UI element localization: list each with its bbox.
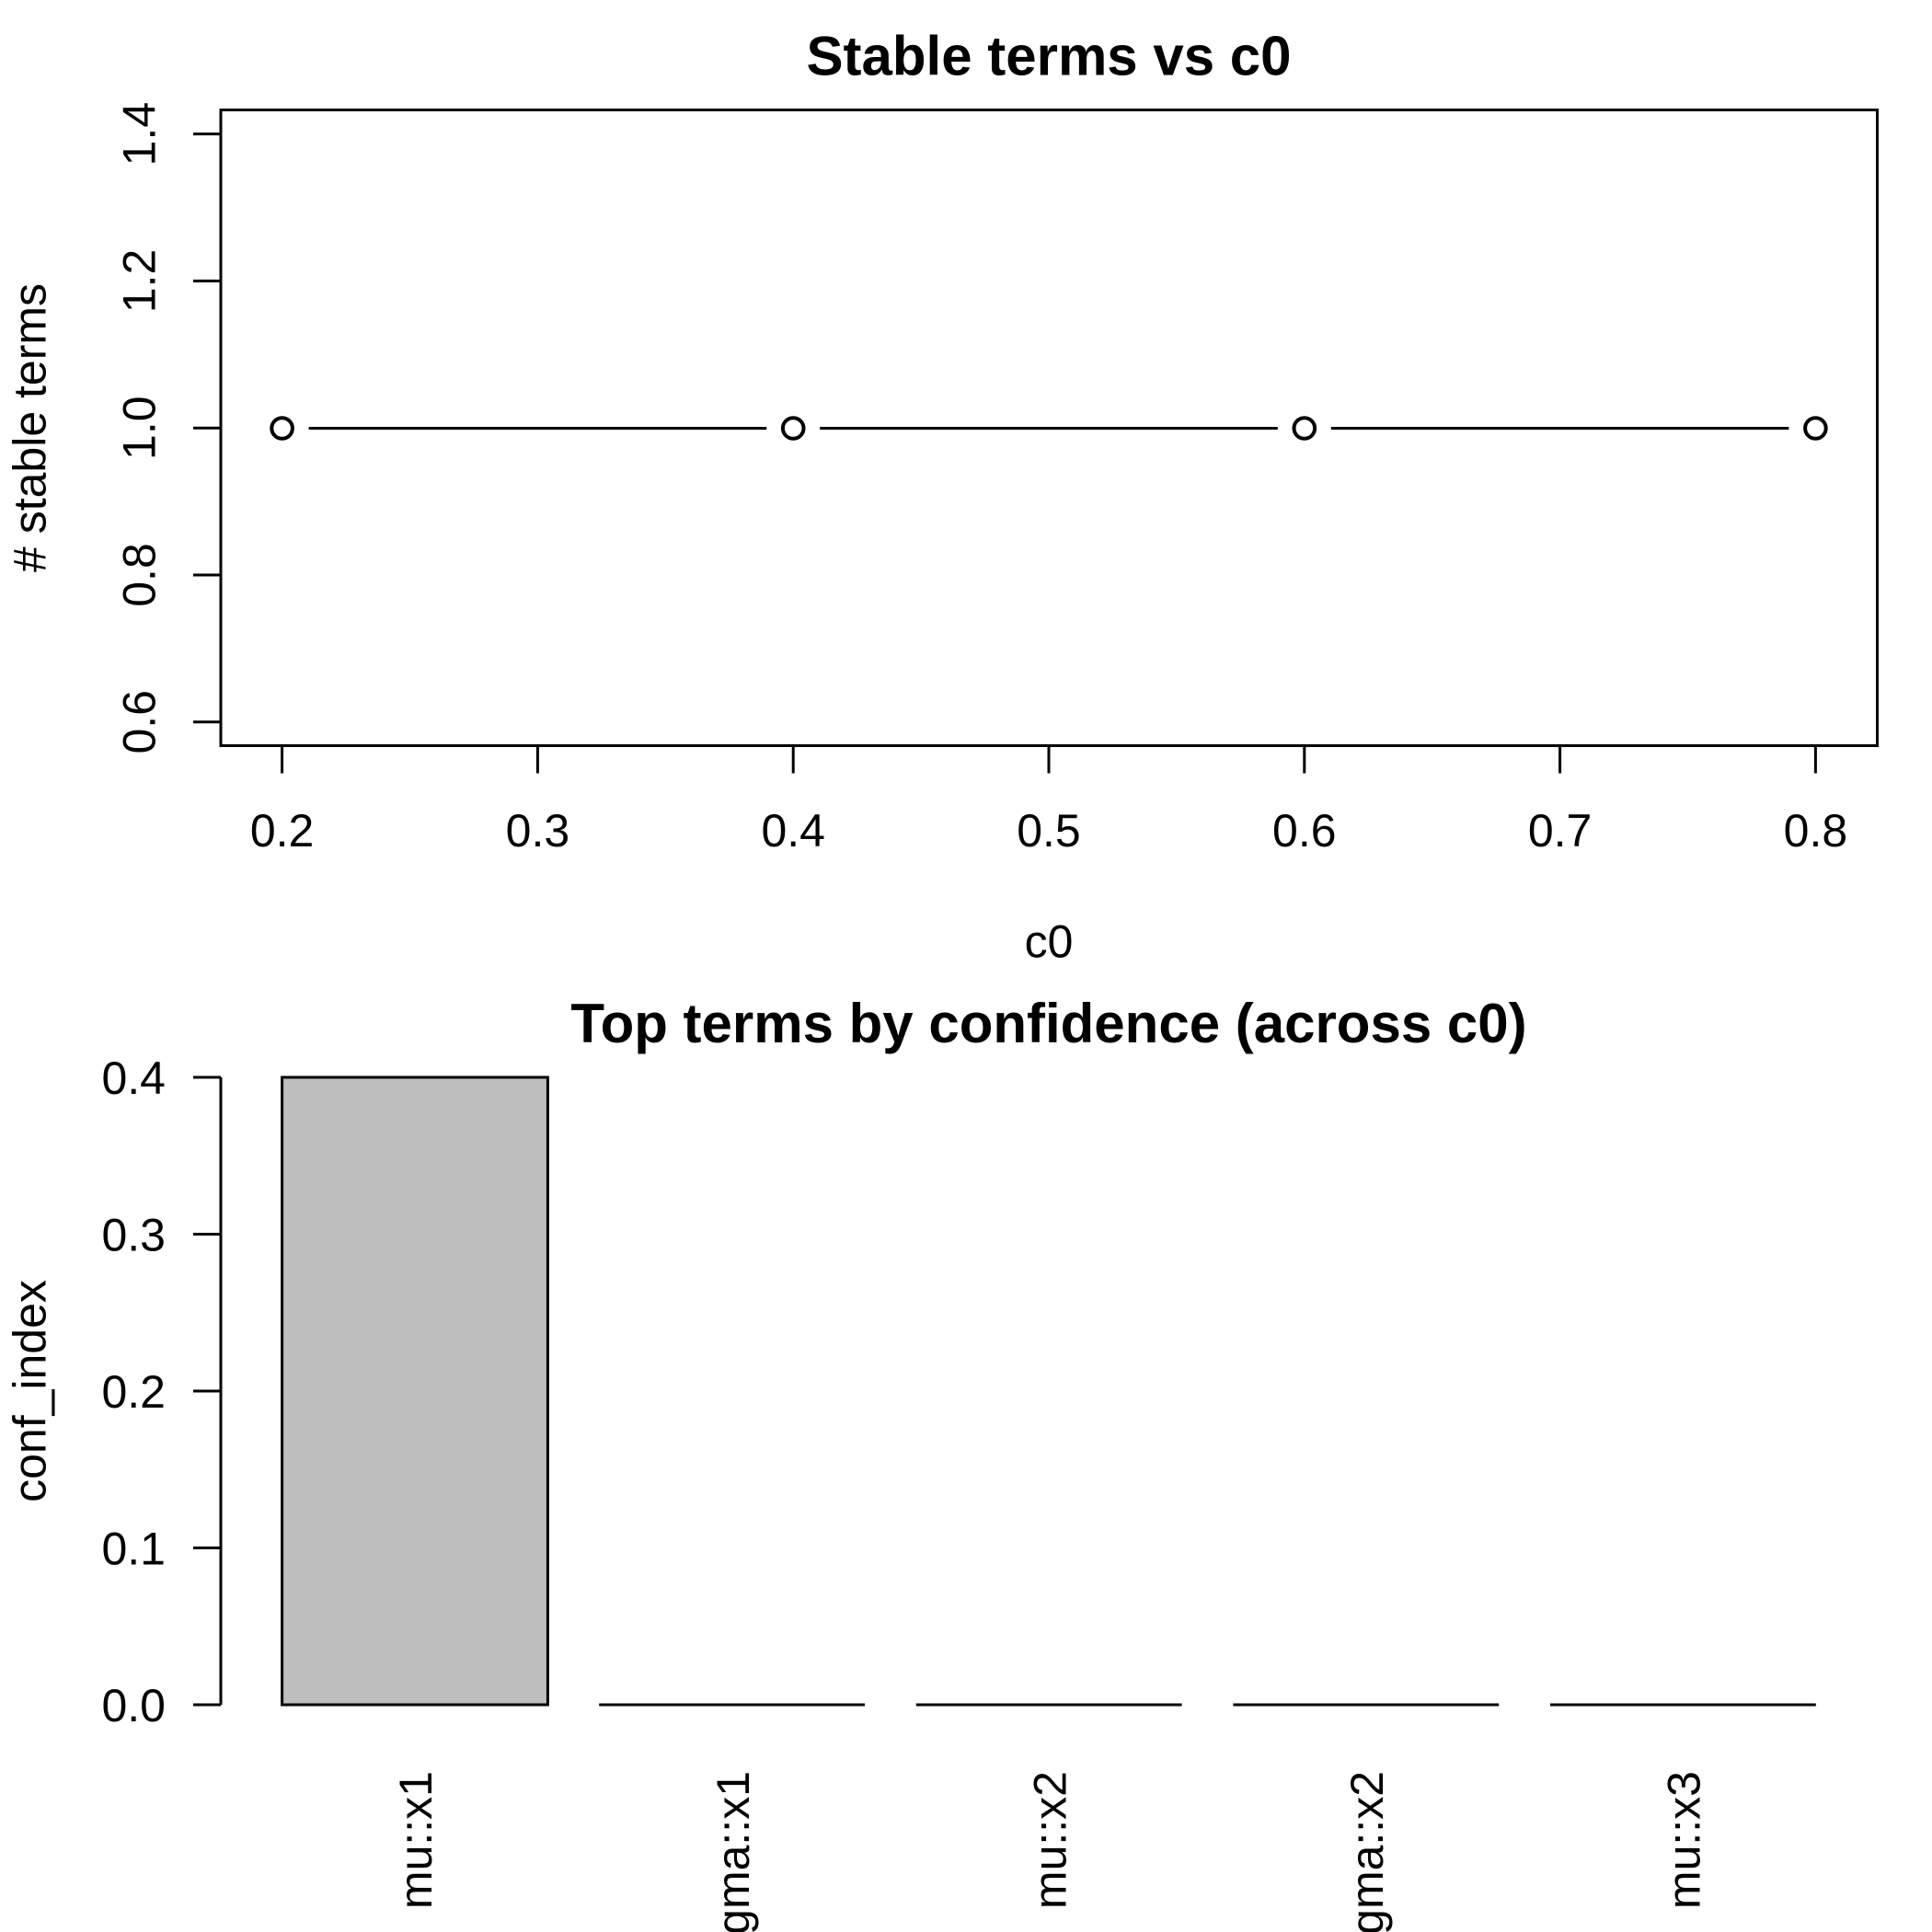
svg-text:1.2: 1.2 (114, 249, 166, 314)
svg-text:Stable terms vs c0: Stable terms vs c0 (807, 26, 1292, 87)
svg-text:# stable terms: # stable terms (5, 283, 56, 572)
svg-text:0.4: 0.4 (761, 805, 825, 857)
svg-text:mu::x2: mu::x2 (1024, 1771, 1075, 1909)
svg-text:gma::x1: gma::x1 (707, 1771, 759, 1932)
svg-text:0.2: 0.2 (250, 805, 315, 857)
svg-text:0.8: 0.8 (114, 543, 166, 607)
svg-text:Top terms by confidence (acros: Top terms by confidence (across c0) (570, 993, 1526, 1054)
svg-text:0.4: 0.4 (101, 1052, 166, 1104)
svg-text:0.7: 0.7 (1528, 805, 1593, 857)
svg-text:0.3: 0.3 (101, 1210, 166, 1261)
svg-text:mu::x3: mu::x3 (1659, 1771, 1710, 1909)
svg-text:c0: c0 (1025, 916, 1074, 968)
svg-text:gma::x2: gma::x2 (1341, 1771, 1393, 1932)
svg-text:0.8: 0.8 (1784, 805, 1848, 857)
svg-text:1.4: 1.4 (114, 102, 166, 167)
svg-text:0.0: 0.0 (101, 1680, 166, 1731)
svg-text:0.3: 0.3 (506, 805, 570, 857)
svg-text:1.0: 1.0 (114, 396, 166, 460)
svg-text:0.1: 0.1 (101, 1524, 166, 1575)
svg-text:conf_index: conf_index (5, 1280, 56, 1502)
svg-text:0.6: 0.6 (114, 690, 166, 754)
svg-text:mu::x1: mu::x1 (390, 1771, 442, 1909)
svg-text:0.6: 0.6 (1272, 805, 1337, 857)
svg-text:0.2: 0.2 (101, 1366, 166, 1418)
svg-text:0.5: 0.5 (1017, 805, 1081, 857)
